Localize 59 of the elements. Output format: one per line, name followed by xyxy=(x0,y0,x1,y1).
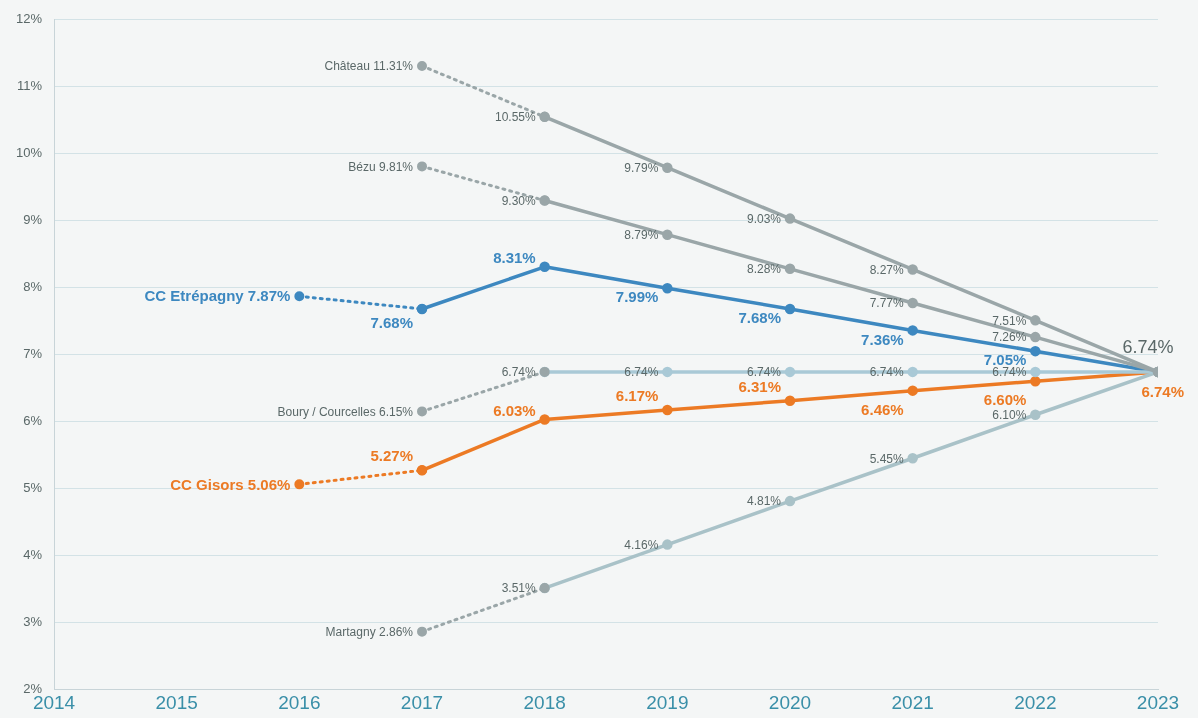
x-tick-label: 2016 xyxy=(278,691,321,713)
y-tick-label: 5% xyxy=(23,479,43,495)
text: CC Etrépagny 7.87% xyxy=(144,287,291,305)
data-label: 6.60% xyxy=(983,391,1027,409)
x-tick-label: 2018 xyxy=(523,691,566,713)
y-tick-label: 8% xyxy=(23,279,43,295)
text: Bézu 9.81% xyxy=(348,159,414,174)
data-label: 7.77% xyxy=(869,296,904,311)
data-label: 7.99% xyxy=(615,288,659,306)
data-label: 6.17% xyxy=(615,387,659,405)
data-label: 7.36% xyxy=(861,330,904,348)
data-label: 7.68% xyxy=(738,309,782,327)
y-tick-label: 3% xyxy=(23,613,43,629)
data-label: 6.74% xyxy=(746,365,782,380)
text: CC Gisors 5.06% xyxy=(170,475,291,493)
text: Martagny 2.86% xyxy=(325,624,414,639)
data-label: 8.27% xyxy=(869,262,904,277)
data-label: 9.79% xyxy=(624,161,659,176)
y-tick-label: 11% xyxy=(16,78,43,94)
data-label: 6.03% xyxy=(493,401,536,419)
x-tick-label: 2023 xyxy=(1136,691,1180,713)
data-label: 4.16% xyxy=(624,537,659,552)
data-label: 5.45% xyxy=(869,451,904,466)
data-label: 6.74% xyxy=(1122,336,1174,357)
data-label: 8.79% xyxy=(624,227,659,242)
data-label: 6.74% xyxy=(501,365,536,380)
x-tick-label: 2017 xyxy=(400,691,444,713)
y-tick-label: 7% xyxy=(23,346,43,362)
data-label: 5.27% xyxy=(370,447,414,465)
data-label: 9.30% xyxy=(501,193,536,208)
data-label: 3.51% xyxy=(501,581,536,596)
x-tick-label: 2015 xyxy=(155,691,198,713)
y-tick-label: 10% xyxy=(15,145,43,161)
text: Boury / Courcelles 6.15% xyxy=(277,404,414,419)
data-label: 6.74% xyxy=(869,365,904,380)
x-tick-label: 2019 xyxy=(646,691,689,713)
data-label: 6.74% xyxy=(992,365,1027,380)
y-tick-label: 12% xyxy=(15,11,43,27)
y-tick-label: 2% xyxy=(23,680,43,696)
y-tick-label: 6% xyxy=(23,413,43,429)
data-label: 8.28% xyxy=(746,262,782,277)
data-label: 6.46% xyxy=(861,400,904,418)
data-label: 6.10% xyxy=(992,408,1027,423)
data-label: 9.03% xyxy=(746,211,782,226)
data-label: 6.31% xyxy=(738,377,782,395)
data-label: 8.31% xyxy=(493,248,536,266)
x-tick-label: 2020 xyxy=(768,691,812,713)
data-label: 7.26% xyxy=(992,330,1027,345)
y-tick-label: 4% xyxy=(23,546,43,562)
data-label: 7.68% xyxy=(370,314,414,332)
data-label: 7.51% xyxy=(992,313,1027,328)
x-tick-label: 2022 xyxy=(1014,691,1057,713)
x-tick-label: 2021 xyxy=(891,691,934,713)
y-tick-label: 9% xyxy=(23,212,43,228)
data-label: 6.74% xyxy=(1141,383,1184,401)
data-label: 4.81% xyxy=(746,494,782,509)
text: Château 11.31% xyxy=(324,59,414,74)
data-label: 6.74% xyxy=(624,365,659,380)
data-label: 10.55% xyxy=(494,110,536,125)
